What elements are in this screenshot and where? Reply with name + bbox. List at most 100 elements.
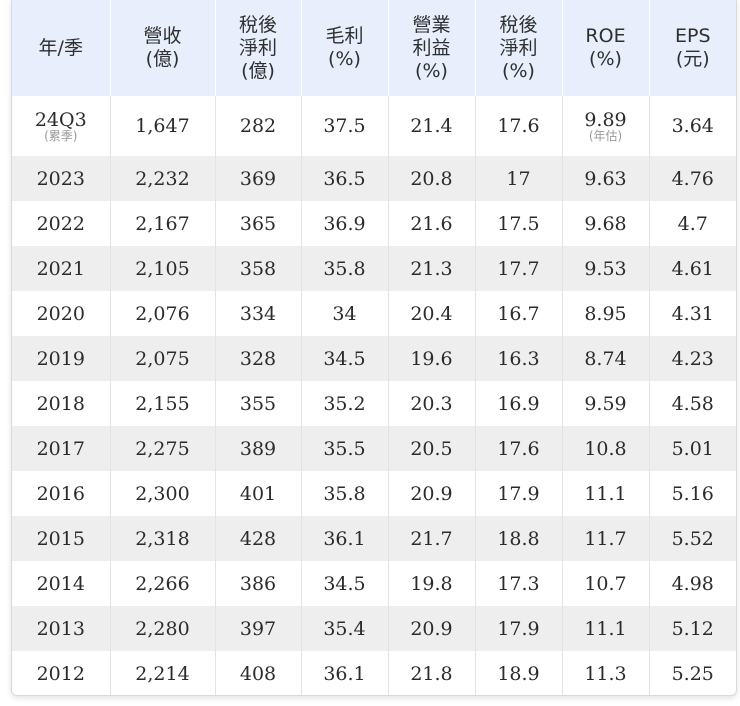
cell-gross-margin: 34.5	[301, 561, 389, 606]
cell-gross-margin: 35.5	[301, 426, 389, 471]
header-line: 淨利	[238, 36, 277, 59]
cell-eps: 4.7	[677, 212, 708, 235]
table-row: 2019 2,075 328 34.5 19.6 16.3 8.74 4.23	[12, 336, 736, 381]
cell-roe: 9.53	[562, 246, 650, 291]
cell-net-income: 401	[215, 471, 302, 516]
header-line: (%)	[415, 59, 448, 82]
cell-roe: 11.3	[562, 651, 650, 695]
cell-period: 2017	[12, 426, 111, 471]
cell-net-income: 369	[215, 156, 302, 201]
header-net-income: 稅後 淨利 (億)	[215, 0, 302, 96]
cell-roe: 10.8	[562, 426, 650, 471]
cell-gross-margin: 35.4	[301, 606, 389, 651]
cell-net-income: 282	[215, 96, 302, 156]
cell-roe: 9.63	[562, 156, 650, 201]
cell-revenue: 2,318	[110, 516, 216, 561]
cell-revenue: 2,232	[110, 156, 216, 201]
cell-eps: 4.98	[671, 572, 714, 595]
cell-net-margin: 17.7	[475, 246, 563, 291]
cell-eps: 4.61	[649, 246, 736, 291]
table-row: 2016 2,300 401 35.8 20.9 17.9 11.1 5.16	[12, 471, 736, 516]
header-line: (%)	[328, 48, 361, 70]
cell-net-margin: 17.3	[475, 561, 563, 606]
header-line: EPS	[674, 25, 711, 47]
cell-roe: 8.74	[562, 336, 650, 381]
cell-revenue: 2,266	[110, 561, 216, 606]
cell-revenue: 2,167	[110, 201, 216, 246]
header-net-margin: 稅後 淨利 (%)	[475, 0, 563, 96]
header-line: (億)	[145, 48, 180, 70]
table-row: 2023 2,232 369 36.5 20.8 17 9.63 4.76	[12, 156, 736, 201]
cell-revenue: 2,300	[110, 471, 216, 516]
table-row-latest: 24Q3 (累季) 1,647 282 37.5 21.4 17.6 9.89 …	[12, 96, 736, 156]
cell-gross-margin: 36.9	[301, 201, 389, 246]
cell-net-margin: 18.9	[475, 651, 563, 695]
cell-period: 2021	[12, 246, 111, 291]
table-body: 24Q3 (累季) 1,647 282 37.5 21.4 17.6 9.89 …	[12, 96, 736, 695]
table-row: 2022 2,167 365 36.9 21.6 17.5 9.68 4.7	[12, 201, 736, 246]
cell-net-income: 328	[215, 336, 302, 381]
cell-eps: 5.01	[649, 426, 736, 471]
cell-period: 2012	[12, 651, 111, 695]
table-header: 年/季 營收 (億) 稅後 淨利 (億) 毛利 (%) 營業 利益 (%) 稅後 淨利 (%) ROE (%)…	[12, 0, 736, 96]
cell-eps: 4.58	[671, 392, 714, 415]
cell-net-income: 358	[215, 246, 302, 291]
table-row: 2012 2,214 408 36.1 21.8 18.9 11.3 5.25	[12, 651, 736, 695]
cell-net-margin: 17	[475, 156, 563, 201]
cell-roe: 11.1	[562, 471, 650, 516]
cell-operating-margin: 19.8	[388, 561, 476, 606]
header-line: 淨利	[499, 36, 538, 59]
cell-net-margin: 16.9	[475, 381, 563, 426]
cell-net-income: 389	[215, 426, 302, 471]
table-row: 2017 2,275 389 35.5 20.5 17.6 10.8 5.01	[12, 426, 736, 471]
cell-operating-margin: 21.7	[388, 516, 476, 561]
cell-period: 2022	[12, 201, 111, 246]
cell-net-margin: 16.7	[475, 291, 563, 336]
cell-revenue: 2,155	[110, 381, 216, 426]
cell-revenue: 2,105	[110, 246, 216, 291]
cell-roe: 9.89 (年估)	[562, 96, 650, 156]
cell-operating-margin: 20.8	[388, 156, 476, 201]
header-line: 年/季	[38, 36, 83, 59]
period-label: 24Q3	[34, 109, 87, 131]
cell-operating-margin: 20.9	[388, 471, 476, 516]
cell-eps: 4.76	[649, 156, 736, 201]
header-period: 年/季	[12, 0, 111, 96]
cell-net-income: 397	[215, 606, 302, 651]
cell-gross-margin: 37.5	[301, 96, 389, 156]
cell-period: 2013	[12, 606, 111, 651]
cell-net-income: 355	[215, 381, 302, 426]
cell-eps: 4.31	[671, 302, 714, 325]
cell-gross-margin: 36.1	[301, 651, 389, 695]
cell-period: 2015	[12, 516, 111, 561]
cell-net-margin: 17.6	[475, 426, 563, 471]
cell-net-margin: 17.6	[475, 96, 563, 156]
cell-period: 2023	[12, 156, 111, 201]
cell-gross-margin: 35.8	[301, 246, 389, 291]
header-line: 稅後	[499, 13, 538, 36]
header-gross-margin: 毛利 (%)	[301, 0, 389, 96]
cell-roe: 11.1	[562, 606, 650, 651]
cell-gross-margin: 35.8	[301, 471, 389, 516]
header-line: 營業	[412, 13, 451, 36]
header-line: (%)	[589, 48, 622, 70]
header-eps: EPS (元)	[649, 0, 736, 96]
cell-net-margin: 17.5	[475, 201, 563, 246]
cell-eps: 5.52	[649, 516, 736, 561]
cell-roe: 9.59	[562, 381, 650, 426]
cell-roe: 11.7	[562, 516, 650, 561]
cell-roe: 9.68	[562, 201, 650, 246]
header-line: 毛利	[325, 25, 364, 47]
cell-eps: 5.12	[649, 606, 736, 651]
cell-period: 2016	[12, 471, 111, 516]
header-row: 年/季 營收 (億) 稅後 淨利 (億) 毛利 (%) 營業 利益 (%) 稅後 淨利 (%) ROE (%)…	[12, 0, 736, 96]
cell-net-margin: 18.8	[475, 516, 563, 561]
cell-revenue: 2,214	[110, 651, 216, 695]
cell-revenue: 1,647	[110, 96, 216, 156]
header-line: ROE	[585, 25, 626, 47]
period-note: (累季)	[44, 129, 78, 143]
cell-eps: 5.16	[671, 482, 714, 505]
cell-operating-margin: 21.3	[388, 246, 476, 291]
cell-revenue: 2,075	[110, 336, 216, 381]
cell-gross-margin: 36.5	[301, 156, 389, 201]
